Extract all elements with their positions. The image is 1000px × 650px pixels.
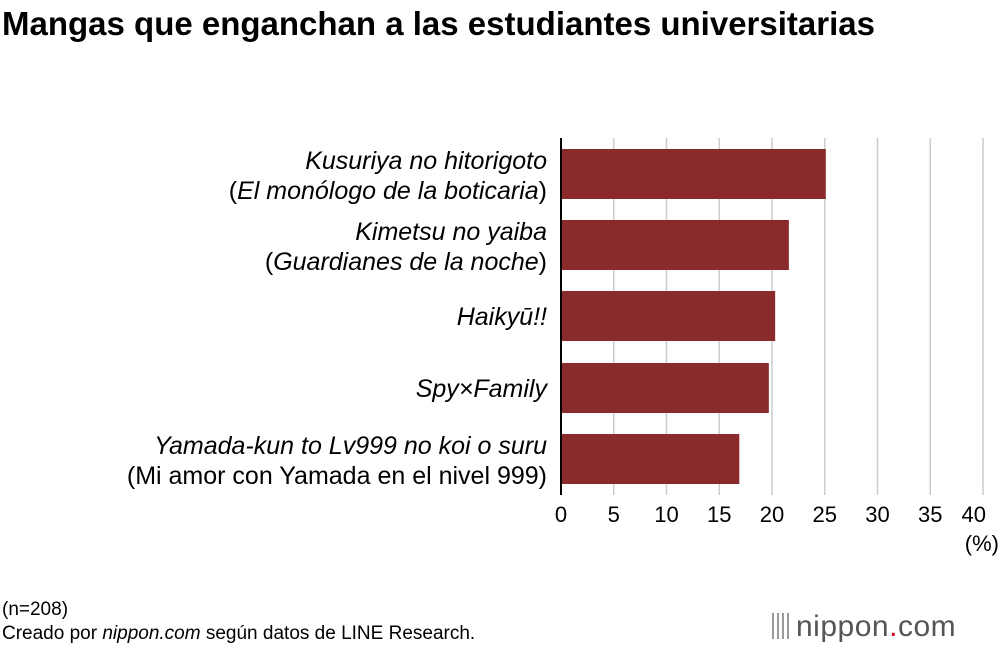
sample-size: (n=208) — [2, 599, 69, 620]
category-label: (Guardianes de la noche) — [265, 248, 547, 276]
x-tick-label: 35 — [918, 502, 942, 527]
category-label: Haikyū!! — [457, 303, 547, 331]
category-label: (El monólogo de la boticaria) — [229, 177, 547, 205]
chart-title: Mangas que enganchan a las estudiantes u… — [2, 5, 875, 42]
x-tick-label: 5 — [608, 502, 620, 527]
category-label: Yamada-kun to Lv999 no koi o suru — [154, 432, 547, 460]
source-suffix: según datos de LINE Research. — [200, 623, 476, 644]
logo-dot: . — [889, 610, 898, 643]
bar-chart: 0 5 10 15 20 25 30 35 40 (%) Kusuriya no hitorigot… — [127, 138, 999, 556]
x-unit-label: (%) — [965, 531, 999, 556]
x-tick-label: 10 — [654, 502, 678, 527]
source-prefix: Creado por — [2, 623, 103, 644]
bar — [561, 363, 769, 413]
category-label: Spy×Family — [416, 375, 549, 403]
x-tick-label: 25 — [813, 502, 837, 527]
x-tick-label: 15 — [707, 502, 731, 527]
category-label: Kusuriya no hitorigoto — [305, 147, 547, 175]
logo-bars-icon — [772, 613, 790, 639]
bar — [561, 220, 789, 270]
category-label: (Mi amor con Yamada en el nivel 999) — [127, 462, 547, 490]
bar — [561, 149, 826, 199]
chart-footnote: (n=208) Creado por nippon.com según dato… — [2, 598, 475, 646]
x-tick-label: 0 — [555, 502, 567, 527]
source-line: Creado por nippon.com según datos de LIN… — [2, 622, 475, 646]
logo-name: nippon — [796, 610, 890, 643]
x-tick-label: 30 — [865, 502, 889, 527]
x-tick-label: 40 — [962, 502, 986, 527]
bar — [561, 434, 740, 484]
nippon-logo: nippon.com — [772, 610, 956, 644]
logo-tld: com — [897, 610, 957, 643]
bar — [561, 291, 776, 341]
source-site: nippon.com — [102, 623, 201, 644]
x-tick-label: 20 — [760, 502, 784, 527]
category-label: Kimetsu no yaiba — [355, 218, 547, 246]
